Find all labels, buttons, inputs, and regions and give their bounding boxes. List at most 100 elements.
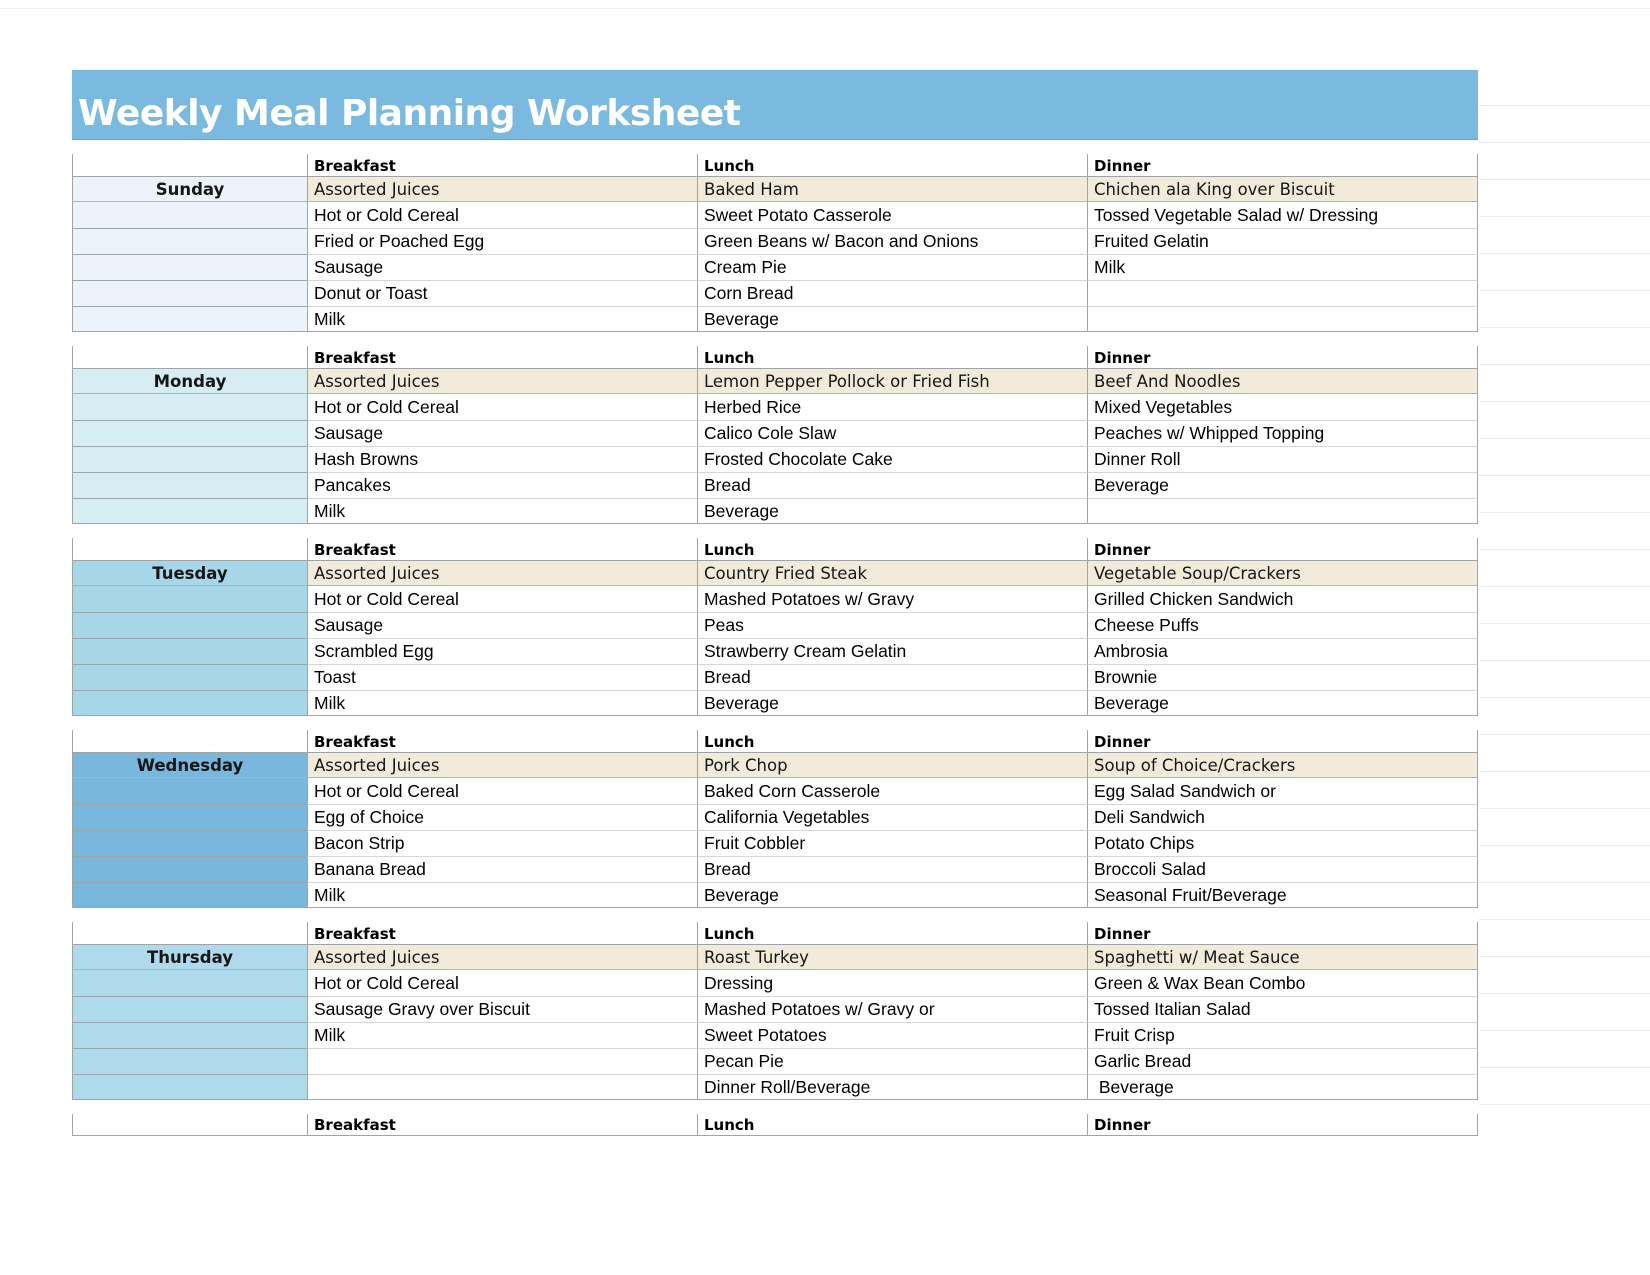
meal-cell[interactable]: Chichen ala King over Biscuit	[1087, 176, 1478, 202]
meal-cell[interactable]: Frosted Chocolate Cake	[697, 446, 1087, 472]
meal-cell[interactable]: Sausage	[307, 420, 697, 446]
meal-cell[interactable]: Milk	[307, 690, 697, 716]
meal-cell[interactable]: Tossed Italian Salad	[1087, 996, 1478, 1022]
meal-cell[interactable]: Seasonal Fruit/Beverage	[1087, 882, 1478, 908]
day-cell[interactable]	[72, 202, 307, 228]
meal-cell[interactable]: Mashed Potatoes w/ Gravy	[697, 586, 1087, 612]
meal-cell[interactable]: Milk	[307, 1022, 697, 1048]
day-name-cell[interactable]: Tuesday	[72, 560, 307, 586]
day-cell[interactable]	[72, 254, 307, 280]
lunch-header-cell[interactable]: Lunch	[697, 730, 1087, 752]
meal-cell[interactable]: Country Fried Steak	[697, 560, 1087, 586]
day-cell[interactable]	[72, 394, 307, 420]
meal-cell[interactable]	[307, 1074, 697, 1100]
lunch-header-cell[interactable]: Lunch	[697, 346, 1087, 368]
meal-cell[interactable]: Spaghetti w/ Meat Sauce	[1087, 944, 1478, 970]
day-name-cell[interactable]: Thursday	[72, 944, 307, 970]
meal-cell[interactable]: Beverage	[1087, 1074, 1478, 1100]
day-cell[interactable]	[72, 1114, 307, 1136]
meal-cell[interactable]: California Vegetables	[697, 804, 1087, 830]
meal-cell[interactable]: Cheese Puffs	[1087, 612, 1478, 638]
breakfast-header-cell[interactable]: Breakfast	[307, 538, 697, 560]
dinner-header-cell[interactable]: Dinner	[1087, 1114, 1478, 1136]
day-cell[interactable]	[72, 420, 307, 446]
lunch-header-cell[interactable]: Lunch	[697, 922, 1087, 944]
meal-cell[interactable]: Hot or Cold Cereal	[307, 778, 697, 804]
meal-cell[interactable]: Dinner Roll/Beverage	[697, 1074, 1087, 1100]
meal-cell[interactable]: Bread	[697, 472, 1087, 498]
meal-cell[interactable]: Fried or Poached Egg	[307, 228, 697, 254]
meal-cell[interactable]: Assorted Juices	[307, 368, 697, 394]
meal-cell[interactable]: Bacon Strip	[307, 830, 697, 856]
day-cell[interactable]	[72, 446, 307, 472]
day-cell[interactable]	[72, 228, 307, 254]
meal-cell[interactable]: Mashed Potatoes w/ Gravy or	[697, 996, 1087, 1022]
lunch-header-cell[interactable]: Lunch	[697, 1114, 1087, 1136]
day-name-cell[interactable]: Wednesday	[72, 752, 307, 778]
day-name-cell[interactable]: Sunday	[72, 176, 307, 202]
day-cell[interactable]	[72, 306, 307, 332]
meal-cell[interactable]: Beverage	[697, 882, 1087, 908]
day-cell[interactable]	[72, 830, 307, 856]
meal-cell[interactable]: Soup of Choice/Crackers	[1087, 752, 1478, 778]
meal-cell[interactable]: Banana Bread	[307, 856, 697, 882]
meal-cell[interactable]: Garlic Bread	[1087, 1048, 1478, 1074]
meal-cell[interactable]	[307, 1048, 697, 1074]
meal-cell[interactable]: Fruited Gelatin	[1087, 228, 1478, 254]
dinner-header-cell[interactable]: Dinner	[1087, 730, 1478, 752]
meal-cell[interactable]: Assorted Juices	[307, 752, 697, 778]
day-cell[interactable]	[72, 856, 307, 882]
day-cell[interactable]	[72, 996, 307, 1022]
meal-cell[interactable]: Vegetable Soup/Crackers	[1087, 560, 1478, 586]
day-name-cell[interactable]: Monday	[72, 368, 307, 394]
meal-cell[interactable]: Beef And Noodles	[1087, 368, 1478, 394]
meal-cell[interactable]: Beverage	[697, 690, 1087, 716]
day-cell[interactable]	[72, 586, 307, 612]
meal-cell[interactable]: Sausage	[307, 254, 697, 280]
dinner-header-cell[interactable]: Dinner	[1087, 154, 1478, 176]
meal-cell[interactable]: Pecan Pie	[697, 1048, 1087, 1074]
meal-cell[interactable]: Corn Bread	[697, 280, 1087, 306]
day-cell[interactable]	[72, 1022, 307, 1048]
meal-cell[interactable]: Fruit Crisp	[1087, 1022, 1478, 1048]
day-cell[interactable]	[72, 638, 307, 664]
meal-cell[interactable]: Beverage	[1087, 472, 1478, 498]
meal-cell[interactable]: Tossed Vegetable Salad w/ Dressing	[1087, 202, 1478, 228]
meal-cell[interactable]: Brownie	[1087, 664, 1478, 690]
meal-cell[interactable]: Donut or Toast	[307, 280, 697, 306]
worksheet-title-cell[interactable]: Weekly Meal Planning Worksheet	[72, 70, 1478, 140]
breakfast-header-cell[interactable]: Breakfast	[307, 154, 697, 176]
meal-cell[interactable]: Milk	[1087, 254, 1478, 280]
day-cell[interactable]	[72, 280, 307, 306]
meal-cell[interactable]: Herbed Rice	[697, 394, 1087, 420]
meal-cell[interactable]: Peaches w/ Whipped Topping	[1087, 420, 1478, 446]
breakfast-header-cell[interactable]: Breakfast	[307, 346, 697, 368]
breakfast-header-cell[interactable]: Breakfast	[307, 922, 697, 944]
meal-cell[interactable]: Sweet Potatoes	[697, 1022, 1087, 1048]
meal-cell[interactable]: Broccoli Salad	[1087, 856, 1478, 882]
day-cell[interactable]	[72, 612, 307, 638]
meal-cell[interactable]: Pancakes	[307, 472, 697, 498]
day-cell[interactable]	[72, 804, 307, 830]
day-cell[interactable]	[72, 1074, 307, 1100]
breakfast-header-cell[interactable]: Breakfast	[307, 730, 697, 752]
meal-cell[interactable]: Baked Corn Casserole	[697, 778, 1087, 804]
meal-cell[interactable]: Sausage	[307, 612, 697, 638]
meal-cell[interactable]: Beverage	[1087, 690, 1478, 716]
lunch-header-cell[interactable]: Lunch	[697, 538, 1087, 560]
meal-cell[interactable]: Egg of Choice	[307, 804, 697, 830]
day-cell[interactable]	[72, 730, 307, 752]
day-cell[interactable]	[72, 664, 307, 690]
meal-cell[interactable]: Green Beans w/ Bacon and Onions	[697, 228, 1087, 254]
meal-cell[interactable]: Milk	[307, 882, 697, 908]
meal-cell[interactable]: Cream Pie	[697, 254, 1087, 280]
meal-cell[interactable]: Egg Salad Sandwich or	[1087, 778, 1478, 804]
meal-cell[interactable]: Sausage Gravy over Biscuit	[307, 996, 697, 1022]
meal-cell[interactable]: Assorted Juices	[307, 560, 697, 586]
meal-cell[interactable]: Green & Wax Bean Combo	[1087, 970, 1478, 996]
day-cell[interactable]	[72, 690, 307, 716]
dinner-header-cell[interactable]: Dinner	[1087, 922, 1478, 944]
meal-cell[interactable]	[1087, 280, 1478, 306]
day-cell[interactable]	[72, 922, 307, 944]
meal-cell[interactable]: Fruit Cobbler	[697, 830, 1087, 856]
